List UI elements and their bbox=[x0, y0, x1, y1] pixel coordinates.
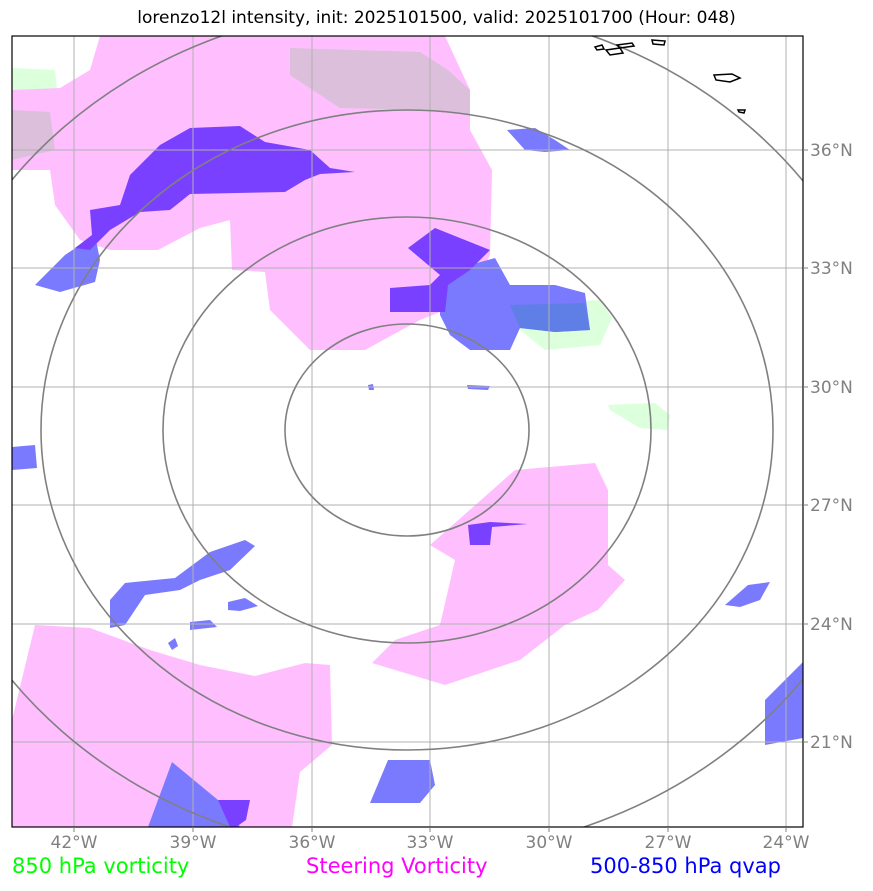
map-gridlines bbox=[12, 36, 803, 827]
lon-tick-label: 24°W bbox=[762, 833, 810, 853]
map-title: lorenzo12l intensity, init: 2025101500, … bbox=[137, 8, 736, 28]
lat-tick-label: 30°N bbox=[810, 378, 853, 398]
legend-qvap: 500-850 hPa qvap bbox=[590, 854, 781, 878]
lat-tick-label: 24°N bbox=[810, 615, 853, 635]
legend-steering-vorticity: Steering Vorticity bbox=[306, 854, 488, 878]
lat-tick-label: 33°N bbox=[810, 259, 853, 279]
range-rings bbox=[12, 36, 803, 827]
qvap-steering-overlap-areas bbox=[75, 126, 590, 827]
lon-tick-label: 30°W bbox=[525, 833, 573, 853]
lon-tick-label: 42°W bbox=[50, 833, 98, 853]
lon-tick-label: 36°W bbox=[288, 833, 336, 853]
lat-tick-label: 36°N bbox=[810, 141, 853, 161]
steering-vorticity-areas bbox=[12, 36, 625, 827]
tick-marks bbox=[73, 149, 808, 832]
lat-tick-label: 27°N bbox=[810, 496, 853, 516]
lon-tick-label: 33°W bbox=[406, 833, 454, 853]
lon-tick-label: 39°W bbox=[169, 833, 217, 853]
lon-tick-label: 27°W bbox=[644, 833, 692, 853]
plot-frame bbox=[11, 35, 804, 828]
overlap-areas bbox=[12, 48, 470, 160]
lat-tick-label: 21°N bbox=[810, 733, 853, 753]
legend-850-vorticity: 850 hPa vorticity bbox=[12, 854, 190, 878]
coastlines bbox=[593, 39, 747, 114]
